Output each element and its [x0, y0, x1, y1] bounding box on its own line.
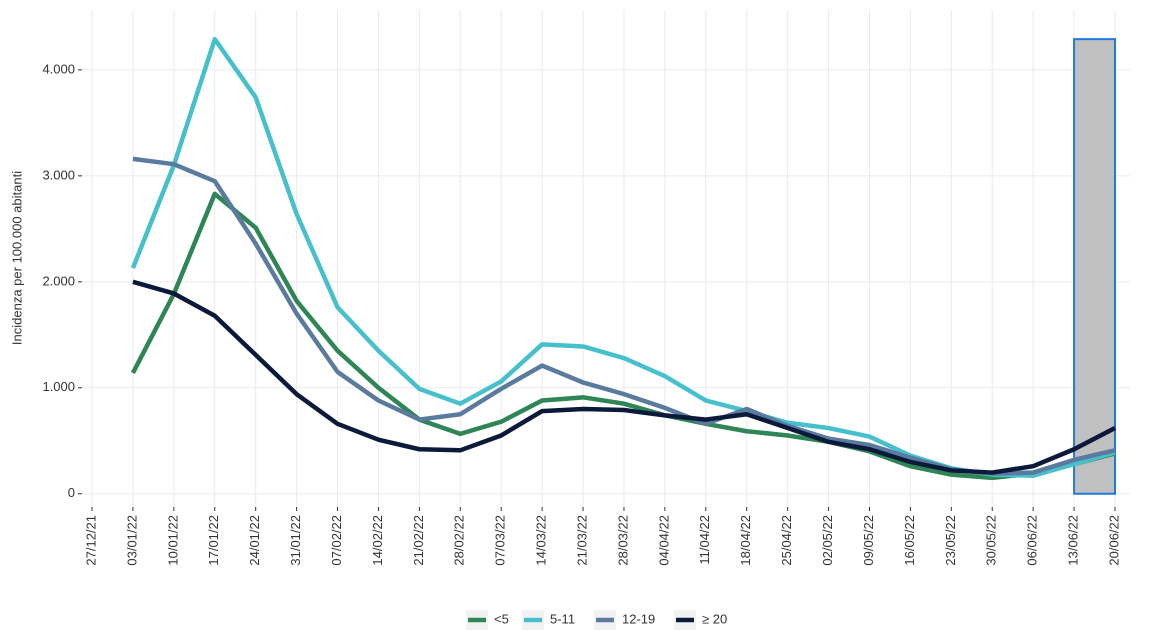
x-tick-label: 21/02/22: [411, 515, 426, 566]
x-tick-label: 21/03/22: [574, 515, 589, 566]
x-tick-label: 03/01/22: [124, 515, 139, 566]
x-tick-label: 20/06/22: [1106, 515, 1121, 566]
x-tick-label: 27/12/21: [83, 515, 98, 566]
x-tick-label: 07/03/22: [493, 515, 508, 566]
series-line: [130, 191, 1116, 481]
x-tick-label: 18/04/22: [738, 515, 753, 566]
x-tick-label: 11/04/22: [697, 515, 712, 565]
x-tick-label: 07/02/22: [329, 515, 344, 566]
legend-label: <5: [494, 611, 509, 626]
x-tick-label: 25/04/22: [779, 515, 794, 566]
x-tick-label: 16/05/22: [902, 515, 917, 566]
x-tick-label: 14/02/22: [370, 515, 385, 566]
x-tick-label: 06/06/22: [1025, 515, 1040, 566]
x-tick-label: 23/05/22: [943, 515, 958, 566]
x-tick-label: 30/05/22: [984, 515, 999, 566]
x-tick-label: 28/02/22: [452, 515, 467, 566]
x-tick-label: 09/05/22: [861, 515, 876, 566]
y-tick-label: 2.000: [42, 273, 75, 288]
legend-label: 12-19: [622, 611, 655, 626]
x-tick-label: 31/01/22: [288, 515, 303, 566]
x-tick-label: 14/03/22: [534, 515, 549, 566]
legend-label: 5-11: [550, 611, 575, 626]
y-tick-label: 1.000: [42, 379, 75, 394]
x-tick-label: 28/03/22: [615, 515, 630, 566]
y-axis-label: Incidenza per 100.000 abitanti: [9, 171, 24, 345]
highlight-band: [1073, 38, 1116, 495]
legend-label: ≥ 20: [702, 611, 727, 626]
x-tick-label: 13/06/22: [1066, 515, 1081, 566]
x-tick-label: 04/04/22: [656, 515, 671, 566]
series-line: [132, 279, 1117, 475]
x-tick-label: 10/01/22: [165, 515, 180, 566]
x-tick-label: 24/01/22: [247, 515, 262, 566]
y-tick-label: 3.000: [42, 167, 75, 182]
x-tick-label: 02/05/22: [820, 515, 835, 566]
y-tick-label: 4.000: [42, 61, 75, 76]
x-tick-label: 17/01/22: [206, 515, 221, 566]
y-tick-label: 0: [68, 485, 75, 500]
